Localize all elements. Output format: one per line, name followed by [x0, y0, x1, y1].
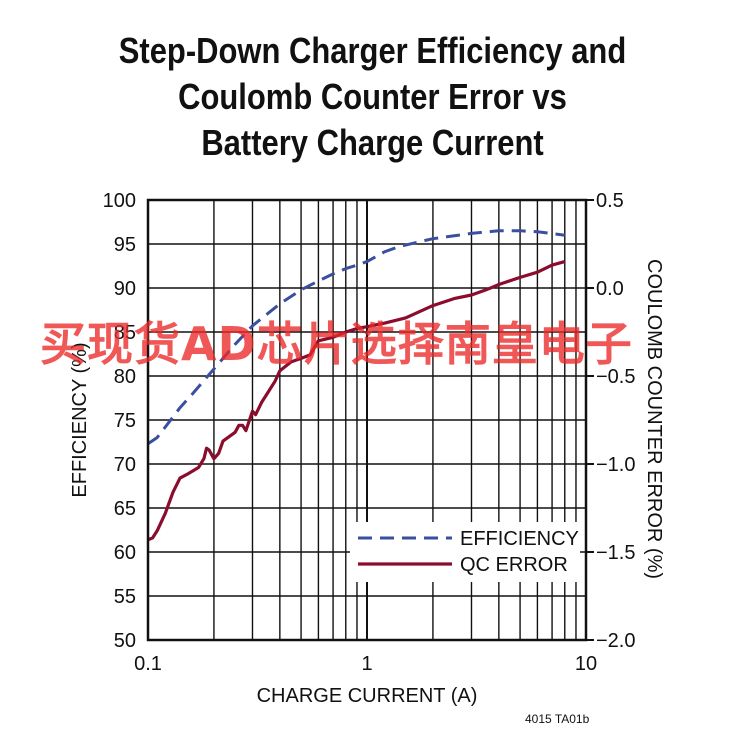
y-tick-label-left: 80 [114, 366, 136, 388]
chart-title-line-2: Coulomb Counter Error vs [178, 76, 567, 117]
y-tick-label-left: 100 [103, 190, 136, 212]
legend-label-qc-error: QC ERROR [460, 554, 568, 576]
y-tick-label-left: 60 [114, 542, 136, 564]
chart-title-line-1: Step-Down Charger Efficiency and [118, 30, 627, 71]
tick-labels: 0.1 1 10 50 55 60 65 70 75 80 85 90 95 100 0.5 0.0 −0.5 −… [103, 190, 636, 675]
series-line-efficiency [147, 229, 565, 446]
y-tick-label-left: 75 [114, 410, 136, 432]
chart-title: Step-Down Charger Efficiency and Coulomb… [52, 28, 693, 166]
legend-background [350, 522, 580, 582]
y-axis-label-left: EFFICIENCY (%) [69, 342, 91, 497]
y-tick-label-left: 85 [114, 322, 136, 344]
y-tick-label-left: 90 [114, 278, 136, 300]
x-axis-label: CHARGE CURRENT (A) [257, 685, 478, 707]
series-line-qc-error [147, 260, 566, 542]
y-tick-label-right: 0.0 [596, 278, 624, 300]
legend-label-efficiency: EFFICIENCY [460, 528, 579, 550]
x-tick-label: 1 [361, 653, 372, 675]
y-tick-label-right: −1.0 [596, 454, 635, 476]
y-tick-label-right: 0.5 [596, 190, 624, 212]
y-tick-label-left: 50 [114, 630, 136, 652]
series-layer [147, 229, 566, 542]
y-tick-label-right: −2.0 [596, 630, 635, 652]
watermark-text: 买现货AD芯片选择南皇电子 [40, 317, 633, 371]
y-tick-label-right: −1.5 [596, 542, 635, 564]
y-tick-label-left: 65 [114, 498, 136, 520]
y-tick-label-left: 95 [114, 234, 136, 256]
chart-title-line-3: Battery Charge Current [201, 122, 544, 163]
y-tick-label-right: −0.5 [596, 366, 635, 388]
x-tick-label: 10 [575, 653, 597, 675]
figure-note: 4015 TA01b [525, 712, 590, 726]
x-tick-label: 0.1 [134, 653, 162, 675]
y-tick-label-left: 70 [114, 454, 136, 476]
y-tick-label-left: 55 [114, 586, 136, 608]
legend: EFFICIENCY QC ERROR [350, 522, 580, 582]
y-axis-label-right: COULOMB COUNTER ERROR (%) [643, 259, 665, 579]
plot-frame [146, 198, 588, 642]
